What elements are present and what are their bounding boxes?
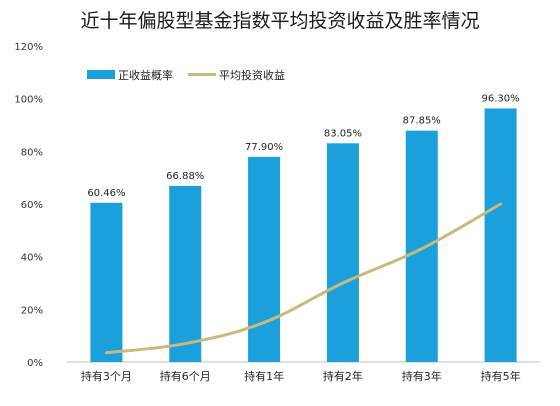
- line-series: [104, 202, 503, 355]
- bar: [326, 143, 359, 362]
- y-tick-label: 100%: [14, 95, 43, 106]
- x-axis: 持有3个月 持有6个月 持有1年 持有2年 持有3年 持有5年: [67, 361, 540, 383]
- bar: [248, 156, 281, 362]
- legend-swatch-bar: [87, 70, 115, 79]
- bar: [169, 185, 202, 362]
- bar-data-label: 96.30%: [482, 93, 520, 104]
- bar-data-label: 87.85%: [403, 116, 441, 127]
- x-tick-label: 持有5年: [481, 369, 521, 383]
- y-tick-label: 0%: [27, 358, 43, 369]
- bar-data-label: 83.05%: [324, 128, 362, 139]
- y-tick-label: 20%: [21, 305, 43, 316]
- bar-data-label: 66.88%: [166, 171, 204, 182]
- x-tick-label: 持有1年: [244, 369, 284, 383]
- bar: [90, 202, 123, 362]
- legend-label-bar: 正收益概率: [118, 68, 173, 82]
- bar-series: 60.46% 66.88% 77.90% 83.05% 87.85% 96.30%: [87, 93, 520, 362]
- x-tick-label: 持有2年: [323, 369, 363, 383]
- x-tick-label: 持有3年: [402, 369, 442, 383]
- bar: [484, 108, 517, 362]
- bar-data-label: 60.46%: [87, 188, 125, 199]
- y-axis: 0% 20% 40% 60% 80% 100% 120%: [14, 42, 43, 369]
- y-tick-label: 120%: [14, 42, 43, 53]
- chart-title: 近十年偏股型基金指数平均投资收益及胜率情况: [80, 10, 480, 32]
- legend-label-line: 平均投资收益: [219, 68, 285, 82]
- y-tick-label: 60%: [21, 200, 43, 211]
- line-path: [104, 202, 503, 355]
- x-tick-label: 持有3个月: [81, 369, 132, 383]
- bar-data-label: 77.90%: [245, 142, 283, 153]
- y-tick-label: 80%: [21, 147, 43, 158]
- legend: 正收益概率 平均投资收益: [87, 68, 285, 82]
- x-tick-label: 持有6个月: [160, 369, 211, 383]
- y-tick-label: 40%: [21, 253, 43, 264]
- bar: [405, 130, 438, 362]
